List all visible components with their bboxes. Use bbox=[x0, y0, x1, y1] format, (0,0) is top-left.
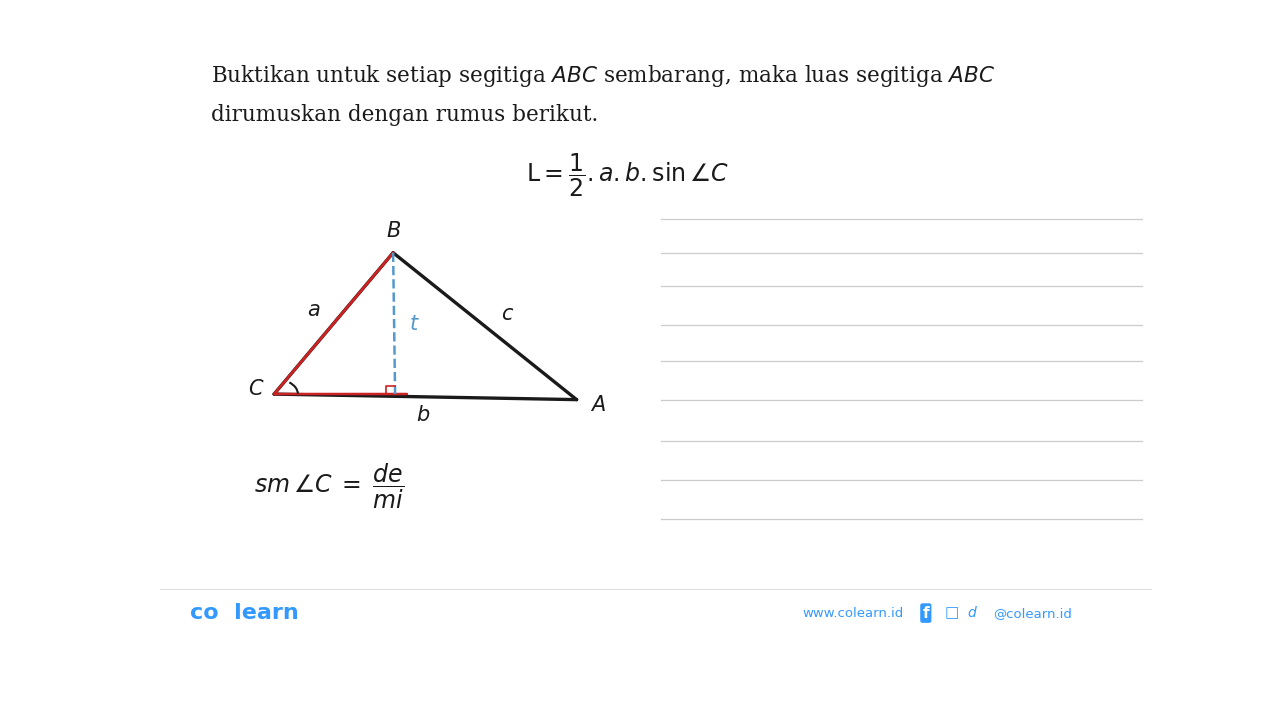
Text: $a$: $a$ bbox=[307, 301, 320, 320]
Text: www.colearn.id: www.colearn.id bbox=[803, 606, 904, 620]
Text: $\mathrm{L} = \dfrac{1}{2}.a.b.\sin \angle C$: $\mathrm{L} = \dfrac{1}{2}.a.b.\sin \ang… bbox=[526, 151, 728, 199]
Text: dirumuskan dengan rumus berikut.: dirumuskan dengan rumus berikut. bbox=[211, 104, 599, 126]
Text: Buktikan untuk setiap segitiga $\mathit{ABC}$ sembarang, maka luas segitiga $\ma: Buktikan untuk setiap segitiga $\mathit{… bbox=[211, 63, 996, 89]
Text: d: d bbox=[968, 606, 975, 620]
Text: f: f bbox=[923, 606, 929, 621]
Text: $c$: $c$ bbox=[500, 305, 513, 324]
Text: $b$: $b$ bbox=[416, 405, 430, 425]
Text: @colearn.id: @colearn.id bbox=[993, 606, 1073, 620]
Text: co  learn: co learn bbox=[189, 603, 298, 623]
Text: $A$: $A$ bbox=[590, 395, 607, 415]
Text: □: □ bbox=[945, 606, 959, 621]
Text: $\mathit{sm}\,\angle C\;=\;\dfrac{\mathit{de}}{\mathit{mi}}$: $\mathit{sm}\,\angle C\;=\;\dfrac{\mathi… bbox=[255, 462, 404, 511]
Text: $B$: $B$ bbox=[385, 220, 401, 240]
Text: $t$: $t$ bbox=[408, 315, 420, 334]
Text: $C$: $C$ bbox=[248, 379, 265, 399]
